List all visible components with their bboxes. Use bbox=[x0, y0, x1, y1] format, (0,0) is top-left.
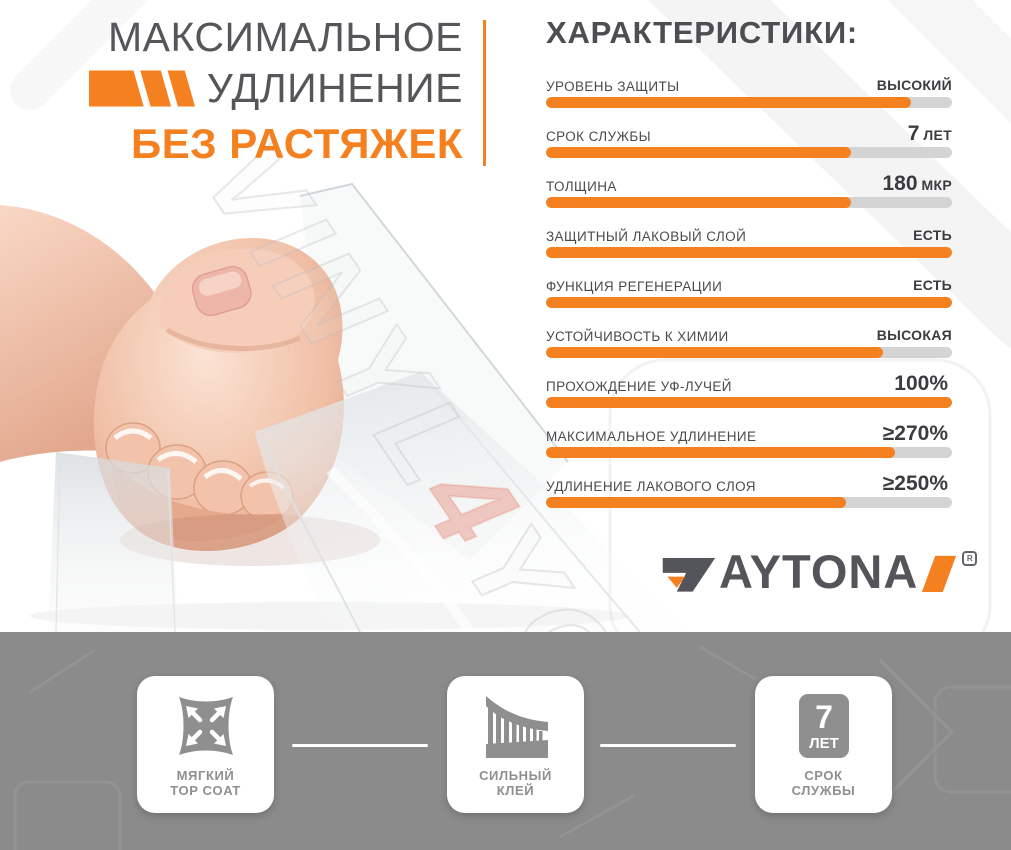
svg-text:ЛЕТ: ЛЕТ bbox=[809, 735, 839, 752]
characteristic-label: УДЛИНЕНИЕ ЛАКОВОГО СЛОЯ bbox=[546, 479, 756, 494]
registered-trademark-icon: R bbox=[962, 551, 978, 566]
progress-fill bbox=[546, 447, 896, 458]
features-band: МЯГКИЙ TOP COAT СИЛЬНЫЙ КЛЕЙ bbox=[0, 632, 1011, 850]
daytona-logo-text: AYTONA bbox=[719, 545, 919, 598]
title-divider bbox=[483, 20, 486, 166]
characteristic-value: ЕСТЬ bbox=[913, 277, 952, 293]
badge-seven-years: 7 ЛЕТ СРОК СЛУЖБЫ bbox=[755, 676, 892, 813]
title-line2: УДЛИНЕНИЕ bbox=[58, 68, 463, 109]
orange-slash-icon bbox=[922, 555, 957, 592]
progress-track bbox=[546, 197, 952, 208]
title-line1: МАКСИМАЛЬНОЕ bbox=[107, 14, 463, 60]
band-background-pattern bbox=[13, 645, 1011, 850]
characteristic-row: УСТОЙЧИВОСТЬ К ХИМИИ ВЫСОКАЯ bbox=[546, 322, 952, 372]
background-pattern bbox=[608, 0, 1011, 632]
characteristic-label: ЗАЩИТНЫЙ ЛАКОВЫЙ СЛОЙ bbox=[546, 229, 747, 244]
progress-fill bbox=[546, 497, 847, 508]
characteristic-value: 180 МКР bbox=[882, 172, 952, 195]
progress-track bbox=[546, 297, 952, 308]
characteristic-label: УРОВЕНЬ ЗАЩИТЫ bbox=[546, 79, 680, 94]
orange-striped-parallelogram-icon bbox=[88, 70, 195, 107]
characteristic-row: ПРОХОЖДЕНИЕ УФ-ЛУЧЕЙ 100% bbox=[546, 372, 952, 422]
characteristic-row: ФУНКЦИЯ РЕГЕНЕРАЦИИ ЕСТЬ bbox=[546, 272, 952, 322]
characteristic-value: ЕСТЬ bbox=[913, 227, 952, 243]
badge-soft-top-coat: МЯГКИЙ TOP COAT bbox=[137, 676, 274, 813]
seven-years-icon: 7 ЛЕТ bbox=[798, 694, 849, 758]
characteristic-label: ФУНКЦИЯ РЕГЕНЕРАЦИИ bbox=[546, 279, 723, 294]
progress-track bbox=[546, 497, 952, 508]
characteristic-row: ТОЛЩИНА 180 МКР bbox=[546, 172, 952, 222]
progress-track bbox=[546, 97, 952, 108]
characteristic-value: ≥250% bbox=[882, 472, 948, 495]
progress-track bbox=[546, 247, 952, 258]
characteristic-row: УДЛИНЕНИЕ ЛАКОВОГО СЛОЯ ≥250% bbox=[546, 472, 952, 522]
hand-squeezing-film-photo bbox=[0, 182, 690, 632]
progress-fill bbox=[546, 347, 883, 358]
progress-fill bbox=[546, 397, 952, 408]
progress-fill bbox=[546, 197, 851, 208]
svg-text:7: 7 bbox=[815, 699, 833, 735]
progress-track bbox=[546, 347, 952, 358]
progress-fill bbox=[546, 147, 851, 158]
characteristic-label: ПРОХОЖДЕНИЕ УФ-ЛУЧЕЙ bbox=[546, 379, 732, 394]
characteristic-value: 7 ЛЕТ bbox=[907, 122, 952, 145]
badge-label: МЯГКИЙ TOP COAT bbox=[170, 768, 241, 798]
progress-track bbox=[546, 447, 952, 458]
progress-fill bbox=[546, 247, 952, 258]
characteristic-label: ТОЛЩИНА bbox=[546, 179, 617, 194]
progress-fill bbox=[546, 297, 952, 308]
daytona-logo: AYTONA R bbox=[659, 545, 978, 598]
badge-label: СИЛЬНЫЙ КЛЕЙ bbox=[479, 768, 552, 798]
title-line3: БЕЗ РАСТЯЖЕК bbox=[131, 120, 463, 168]
progress-track bbox=[546, 397, 952, 408]
characteristic-value: ≥270% bbox=[882, 422, 948, 445]
badge-label: СРОК СЛУЖБЫ bbox=[791, 768, 856, 798]
badge-connector-line bbox=[292, 744, 428, 747]
characteristic-row: МАКСИМАЛЬНОЕ УДЛИНЕНИЕ ≥270% bbox=[546, 422, 952, 472]
title-block: МАКСИМАЛЬНОЕ УДЛИНЕНИЕ БЕЗ РАСТЯЖЕК bbox=[58, 12, 463, 165]
characteristic-value: 100% bbox=[894, 372, 948, 395]
adhesive-bristles-icon bbox=[485, 696, 548, 758]
characteristic-row: УРОВЕНЬ ЗАЩИТЫ ВЫСОКИЙ bbox=[546, 72, 952, 122]
characteristic-value: ВЫСОКАЯ bbox=[876, 327, 952, 343]
stretch-arrows-icon bbox=[178, 697, 233, 755]
progress-track bbox=[546, 147, 952, 158]
characteristic-label: СРОК СЛУЖБЫ bbox=[546, 129, 651, 144]
characteristic-label: УСТОЙЧИВОСТЬ К ХИМИИ bbox=[546, 329, 729, 344]
progress-fill bbox=[546, 97, 912, 108]
characteristic-row: СРОК СЛУЖБЫ 7 ЛЕТ bbox=[546, 122, 952, 172]
title-line2-text: УДЛИНЕНИЕ bbox=[206, 65, 463, 112]
characteristics-panel: ХАРАКТЕРИСТИКИ: УРОВЕНЬ ЗАЩИТЫ ВЫСОКИЙ СР… bbox=[546, 16, 952, 522]
badge-connector-line bbox=[600, 744, 736, 747]
characteristic-row: ЗАЩИТНЫЙ ЛАКОВЫЙ СЛОЙ ЕСТЬ bbox=[546, 222, 952, 272]
daytona-d-icon bbox=[662, 557, 716, 592]
badge-strong-glue: СИЛЬНЫЙ КЛЕЙ bbox=[447, 676, 584, 813]
characteristic-label: МАКСИМАЛЬНОЕ УДЛИНЕНИЕ bbox=[546, 429, 757, 444]
characteristic-value: ВЫСОКИЙ bbox=[876, 77, 952, 93]
characteristics-heading: ХАРАКТЕРИСТИКИ: bbox=[546, 15, 859, 50]
